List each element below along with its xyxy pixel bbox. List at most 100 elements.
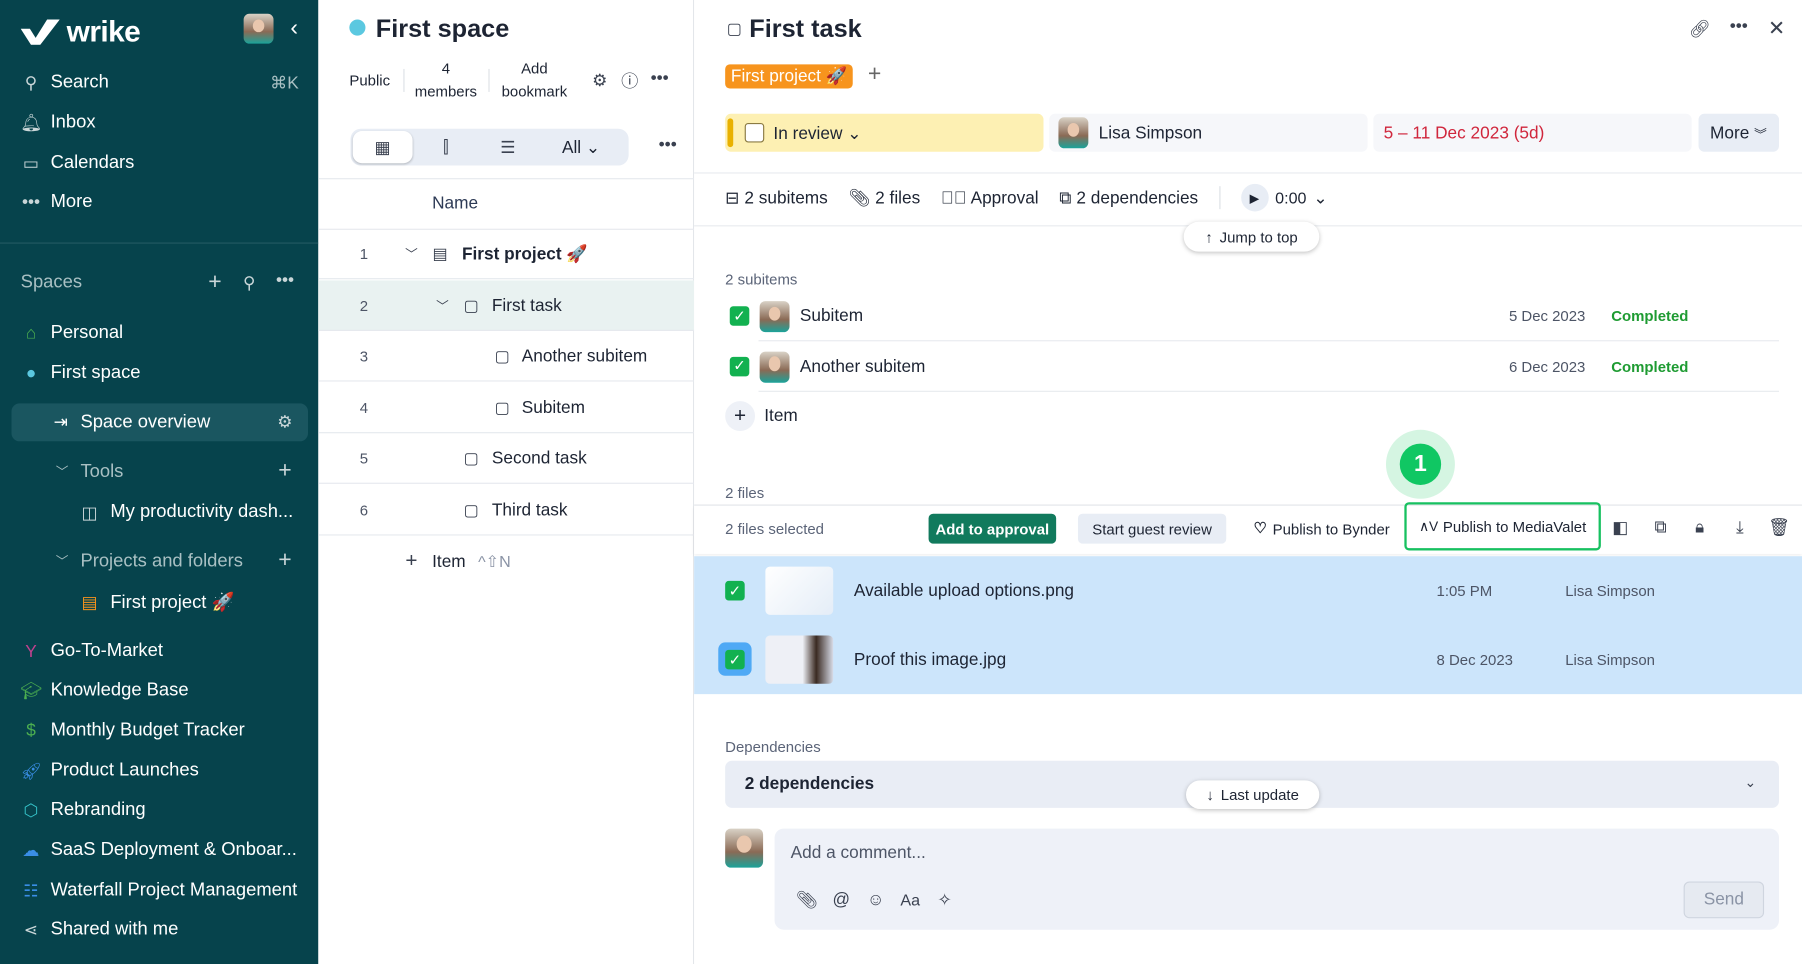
add-to-approval-button[interactable]: Add to approval (928, 513, 1057, 544)
members-button[interactable]: 4 members (414, 59, 478, 100)
send-button[interactable]: Send (1683, 881, 1765, 919)
nav-search[interactable]: Search (50, 72, 109, 92)
trash-icon[interactable]: 🗑︎ (1768, 518, 1790, 538)
row-title[interactable]: First project 🚀 (461, 244, 588, 265)
add-tool-icon[interactable]: + (278, 457, 292, 484)
nav-calendars[interactable]: Calendars (50, 152, 135, 173)
status-field[interactable]: In review ⌄ (725, 113, 1044, 152)
more-icon[interactable]: ••• (1729, 16, 1748, 37)
chevron-down-icon[interactable]: ﹀ (55, 555, 69, 569)
file-thumbnail[interactable] (765, 566, 834, 615)
timer[interactable]: ▶ 0:00 ⌄ (1240, 183, 1328, 212)
add-space-icon[interactable]: + (208, 269, 222, 295)
space-overview-label[interactable]: Space overview (80, 412, 211, 433)
table-row[interactable]: 3 ▢ Another subitem (318, 331, 695, 382)
emoji-icon[interactable]: ☺ (866, 890, 885, 910)
copy-icon[interactable]: ⧉ (1654, 517, 1667, 538)
nav-more[interactable]: More (50, 191, 93, 212)
table-row[interactable]: 4 ▢ Subitem (318, 382, 695, 433)
projects-heading[interactable]: Projects and folders (80, 551, 243, 572)
file-checkbox[interactable]: ✓ (725, 649, 745, 670)
attach-icon[interactable]: 📎︎ (795, 890, 818, 911)
table-row[interactable]: 2 ﹀ ▢ First task (318, 279, 695, 331)
shared-with-me[interactable]: Shared with me (50, 919, 179, 939)
files-link[interactable]: 📎︎ 2 files (848, 188, 921, 209)
collapse-chevron-icon[interactable]: ‹ (290, 15, 299, 41)
dependencies-link[interactable]: ⧉ 2 dependencies (1059, 187, 1199, 208)
task-title[interactable]: First task (749, 13, 862, 43)
space-first-space[interactable]: First space (50, 363, 141, 383)
subitem-title[interactable]: Another subitem (799, 356, 926, 376)
space-personal[interactable]: Personal (50, 322, 124, 343)
link-icon[interactable]: 🔗︎ (1688, 19, 1711, 40)
space-item[interactable]: Monthly Budget Tracker (50, 720, 245, 741)
add-icon[interactable]: + (405, 548, 418, 572)
spaces-more-icon[interactable]: ••• (275, 270, 295, 291)
add-project-icon[interactable]: + (278, 547, 292, 573)
subitems-link[interactable]: ⊟ 2 subitems (725, 188, 828, 209)
add-bookmark-button[interactable]: Add bookmark (501, 59, 568, 100)
chevron-down-icon[interactable]: ﹀ (436, 299, 449, 314)
gear-icon[interactable]: ⚙ (592, 71, 608, 91)
table-row[interactable]: 5 ▢ Second task (318, 433, 695, 484)
search-spaces-icon[interactable]: ⚲ (243, 273, 256, 294)
assignee-field[interactable]: Lisa Simpson (1049, 113, 1368, 152)
space-item[interactable]: SaaS Deployment & Onboar... (50, 840, 297, 860)
row-title[interactable]: Third task (491, 499, 568, 520)
board-view-icon[interactable]: ⫿ (443, 137, 449, 157)
name-column-header[interactable]: Name (432, 193, 479, 214)
privacy-button[interactable]: Public (349, 71, 391, 90)
row-title[interactable]: Second task (491, 448, 587, 469)
comment-box[interactable]: Add a comment... 📎︎ @ ☺ Aa ✧ Send (774, 828, 1780, 930)
space-item[interactable]: Waterfall Project Management (50, 880, 298, 900)
space-item[interactable]: Rebranding (50, 799, 146, 820)
gantt-view-icon[interactable]: ☰ (500, 137, 516, 158)
table-view-tab[interactable]: ▦ (352, 131, 413, 164)
more-fields-button[interactable]: More ︾ (1698, 113, 1780, 152)
row-title[interactable]: Subitem (521, 397, 585, 418)
tools-heading[interactable]: Tools (80, 461, 124, 482)
download-icon[interactable]: ⤓ (1736, 517, 1744, 538)
subitem-title[interactable]: Subitem (799, 306, 864, 326)
approval-link[interactable]: ✓⃝ Approval (940, 187, 1039, 208)
row-title[interactable]: First task (491, 295, 562, 315)
text-format-icon[interactable]: Aa (900, 890, 921, 910)
mention-icon[interactable]: @ (832, 890, 850, 910)
status-checkbox[interactable] (744, 122, 765, 143)
ai-sparkle-icon[interactable]: ✧ (937, 890, 952, 911)
comment-input[interactable]: Add a comment... (790, 842, 926, 863)
add-subitem-icon[interactable]: + (725, 401, 756, 431)
file-thumbnail[interactable] (765, 635, 834, 684)
chevron-down-icon[interactable]: ﹀ (55, 465, 69, 480)
file-name[interactable]: Available upload options.png (853, 580, 1075, 601)
publish-to-bynder-button[interactable]: ♡ Publish to Bynder (1253, 519, 1390, 538)
view-filter-dropdown[interactable]: All ⌄ (561, 137, 601, 158)
wrike-logo[interactable]: wrike (20, 14, 141, 50)
gear-icon[interactable]: ⚙ (277, 412, 293, 433)
publish-to-mediavalet-button[interactable]: ∧V Publish to MediaValet (1404, 502, 1601, 551)
project-tag[interactable]: First project 🚀 (725, 64, 853, 89)
last-update-button[interactable]: ↓ Last update (1186, 780, 1320, 810)
table-row[interactable]: 1 ﹀ ▤ First project 🚀 (318, 229, 695, 280)
view-more-icon[interactable]: ••• (658, 135, 677, 155)
add-subitem-button[interactable]: Item (764, 406, 798, 426)
row-title[interactable]: Another subitem (521, 346, 648, 367)
nav-inbox[interactable]: Inbox (50, 112, 96, 133)
user-avatar[interactable] (243, 13, 274, 44)
start-guest-review-button[interactable]: Start guest review (1077, 513, 1227, 544)
more-icon[interactable]: ••• (650, 68, 669, 88)
completed-checkbox[interactable]: ✓ (729, 306, 750, 326)
space-overview-item[interactable] (11, 403, 308, 442)
lock-icon[interactable]: 🔒︎ (1695, 517, 1705, 538)
project-first-project[interactable]: First project 🚀 (110, 593, 235, 613)
space-item[interactable]: Product Launches (50, 760, 199, 781)
add-item-button[interactable]: Item (432, 552, 466, 572)
add-tag-icon[interactable]: + (867, 61, 882, 87)
close-icon[interactable]: ✕ (1768, 16, 1786, 40)
info-icon[interactable]: ⓘ (621, 71, 639, 92)
table-row[interactable]: 6 ▢ Third task (318, 484, 695, 535)
file-name[interactable]: Proof this image.jpg (853, 649, 1007, 670)
status-dropdown[interactable]: In review ⌄ (773, 124, 862, 144)
tool-dashboard[interactable]: My productivity dash... (110, 502, 294, 522)
jump-to-top-button[interactable]: ↑ Jump to top (1183, 221, 1320, 252)
